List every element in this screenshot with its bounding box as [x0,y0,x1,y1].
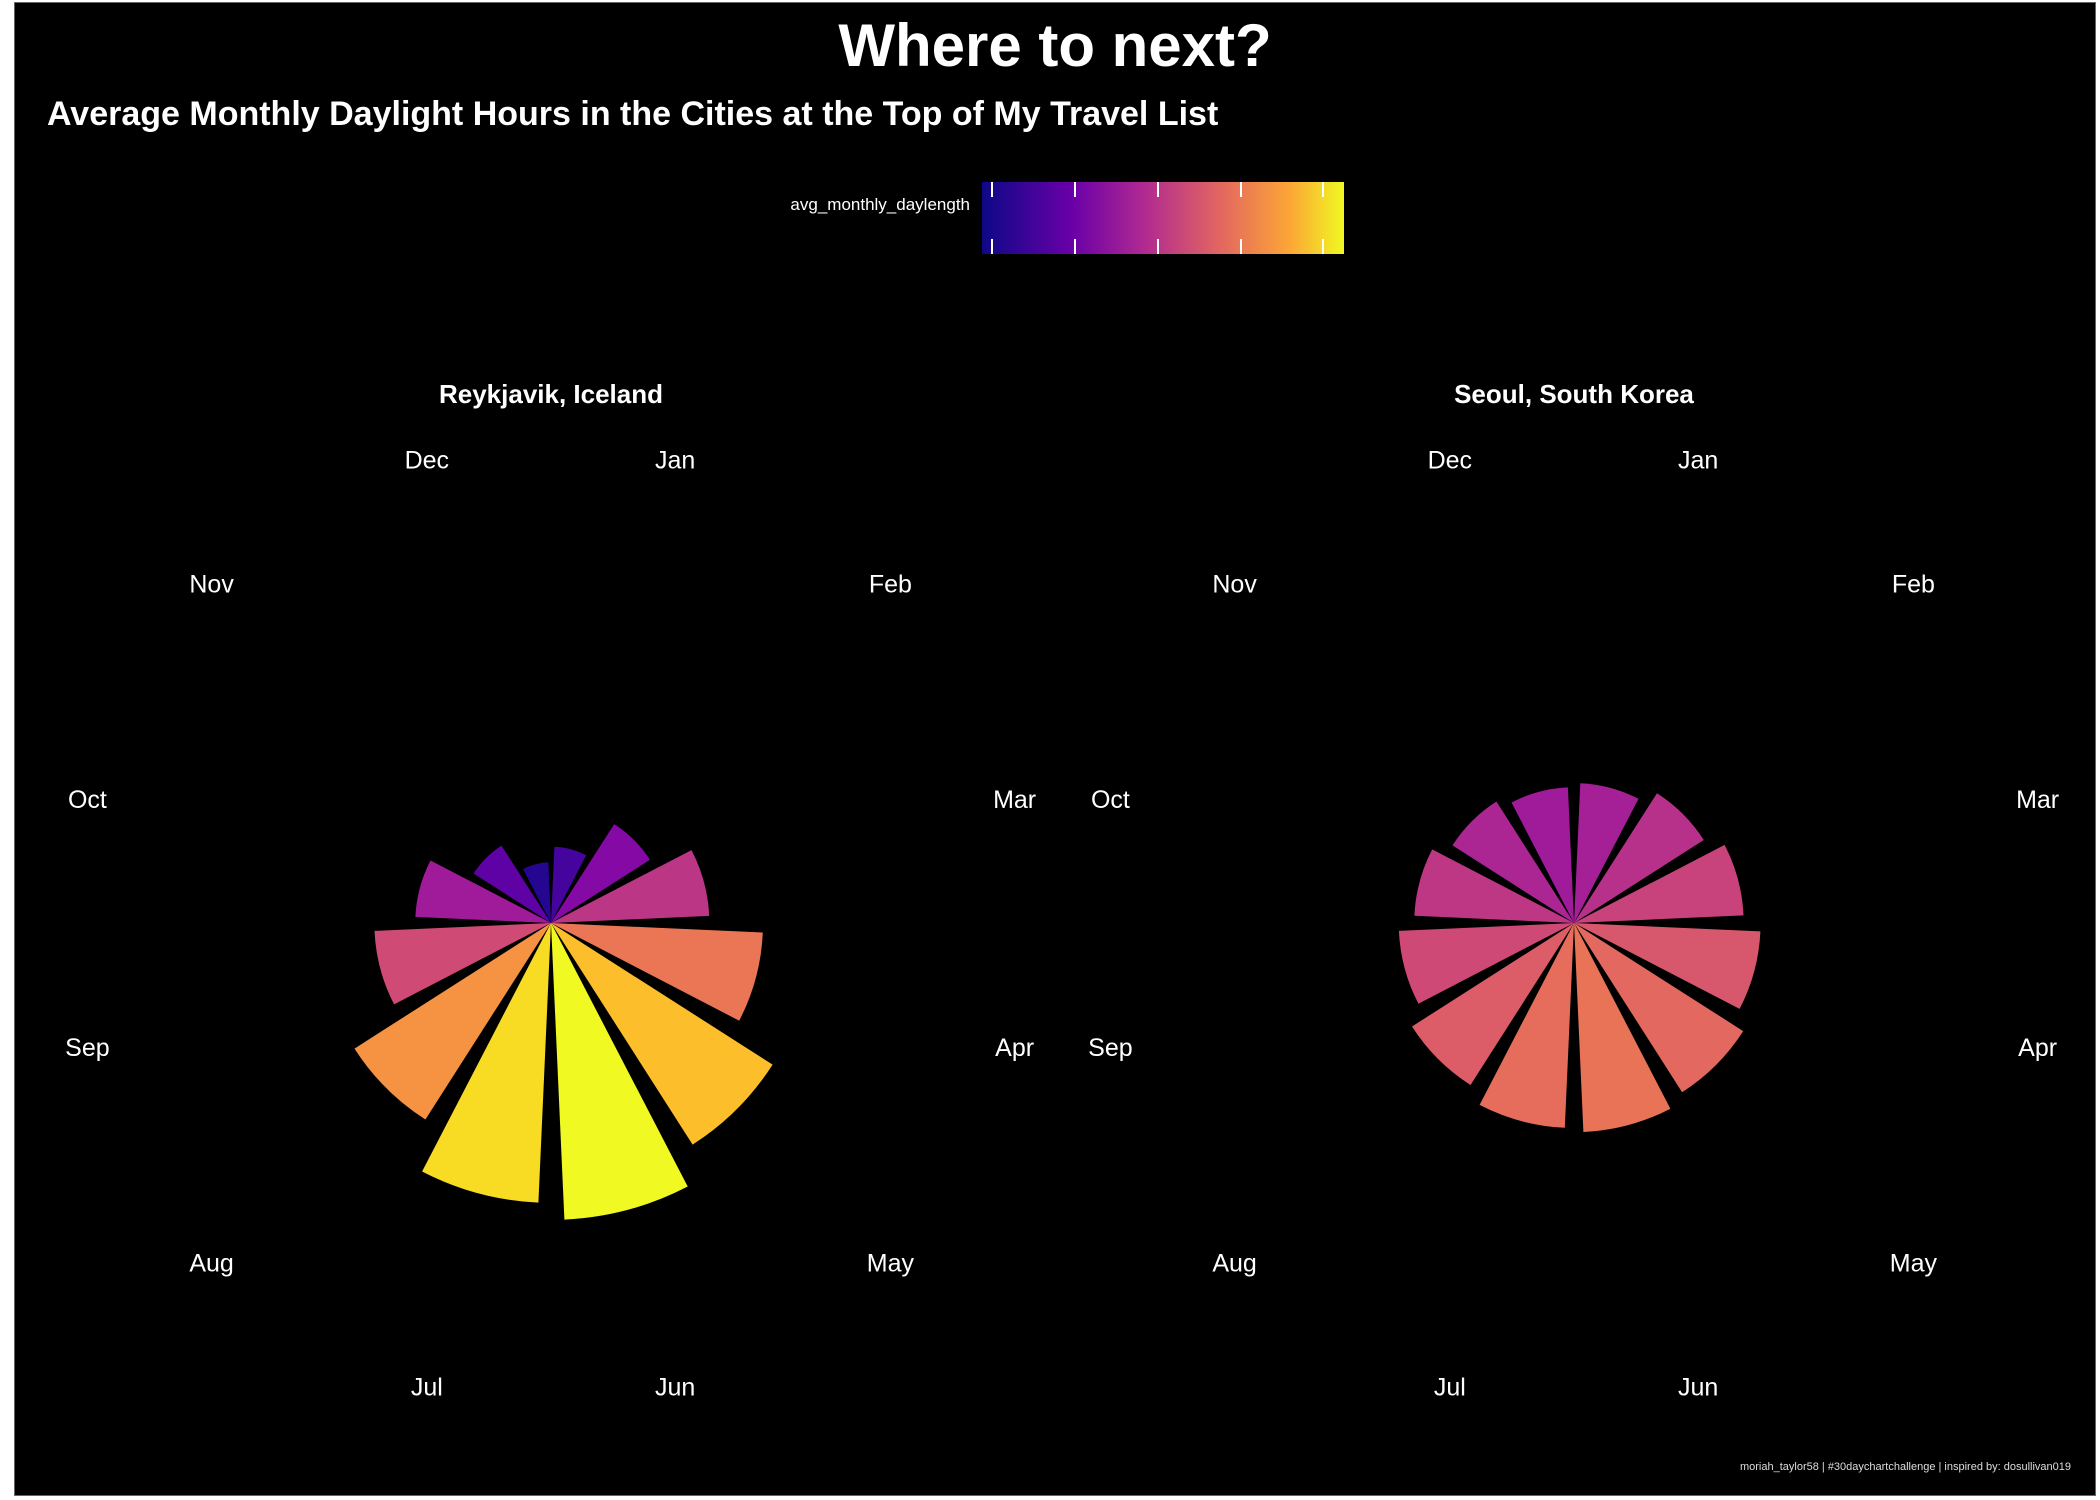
legend-tick-bottom-2 [1156,239,1159,254]
month-label: Apr [2018,1034,2057,1062]
month-label: Jul [1434,1374,1466,1402]
month-label: Mar [993,786,1036,814]
legend-tick-top-4 [1322,182,1325,197]
bar-nov [473,845,551,923]
month-label: Oct [1091,786,1130,814]
bar-jan [1574,783,1639,923]
legend-tick-top-2 [1156,182,1159,197]
panel-title: Seoul, South Korea [1454,379,1694,409]
bar-may [551,923,773,1145]
bar-aug [1412,923,1574,1085]
month-label: Dec [405,446,449,474]
bar-dec [1511,787,1574,923]
month-label: Jan [655,446,695,474]
month-label: May [1890,1249,1938,1277]
bar-may [1574,923,1744,1093]
legend-tick-bottom-1 [1074,239,1077,254]
legend-colorbar [982,182,1344,254]
bar-apr [1574,923,1761,1009]
bar-sep [374,923,551,1005]
bar-feb [1574,793,1704,923]
legend-tick-bottom-4 [1322,239,1325,254]
bar-jul [1479,923,1574,1128]
month-label: Aug [189,1249,233,1277]
bar-feb [551,824,650,923]
month-label: Sep [1088,1034,1132,1062]
legend-tick-top-3 [1239,182,1242,197]
month-label: Jan [1678,446,1718,474]
panel-0: Reykjavik, Iceland Jan Feb Mar Apr May Jun Jul A… [65,379,1036,1402]
month-label: Apr [995,1034,1034,1062]
bar-dec [523,862,551,923]
month-label: Oct [68,786,107,814]
legend-tick-top-0 [991,182,994,197]
bar-oct [415,860,551,923]
legend-tick-bottom-3 [1239,239,1242,254]
month-label: May [867,1249,915,1277]
bar-aug [354,923,551,1120]
panel-1: Seoul, South Korea Jan Feb Mar Apr May Jun Jul A… [1088,379,2059,1402]
month-label: Jun [1678,1374,1718,1402]
chart-title: Where to next? [838,12,1272,79]
legend-tick-bottom-0 [991,239,994,254]
bar-apr [551,923,763,1021]
month-label: Dec [1428,446,1472,474]
bar-sep [1398,923,1574,1004]
month-label: Feb [1892,571,1935,599]
bar-jun [551,923,688,1220]
legend-title: avg_monthly_daylength [790,195,970,214]
month-label: Aug [1212,1249,1256,1277]
bar-jan [551,846,587,923]
bar-mar [551,850,710,923]
month-label: Nov [189,571,234,599]
polar-charts: Reykjavik, Iceland Jan Feb Mar Apr May Jun Jul A… [65,379,2059,1402]
month-label: Jul [411,1374,443,1402]
month-label: Mar [2016,786,2059,814]
chart-frame: Where to next? Average Monthly Daylight … [14,2,2096,1496]
month-label: Nov [1212,571,1257,599]
chart-subtitle: Average Monthly Daylight Hours in the Ci… [47,95,1219,133]
bar-jun [1574,923,1671,1132]
bar-oct [1414,849,1574,923]
month-label: Sep [65,1034,109,1062]
panel-title: Reykjavik, Iceland [439,379,663,409]
credits: moriah_taylor58 | #30daychartchallenge |… [1739,1461,2071,1473]
legend-tick-top-1 [1074,182,1077,197]
month-label: Jun [655,1374,695,1402]
bar-mar [1574,844,1744,923]
month-label: Feb [869,571,912,599]
bar-jul [422,923,551,1203]
bar-nov [1452,801,1574,923]
